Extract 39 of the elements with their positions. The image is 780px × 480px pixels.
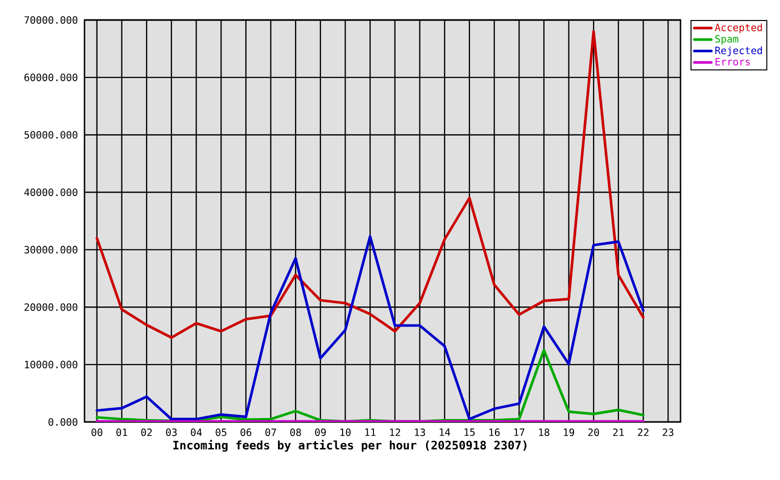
x-tick-label: 02 <box>141 428 152 436</box>
y-tick-label: 0.000 <box>48 418 78 426</box>
y-tick-label: 50000.000 <box>24 131 78 139</box>
x-tick-label: 16 <box>489 428 500 436</box>
y-tick-label: 70000.000 <box>24 16 78 24</box>
x-tick-label: 11 <box>365 428 376 436</box>
y-tick-label: 40000.000 <box>24 188 78 196</box>
legend-label: Spam <box>715 35 738 45</box>
x-tick-label: 08 <box>290 428 301 436</box>
legend-label: Rejected <box>715 46 762 56</box>
y-tick-label: 60000.000 <box>24 74 78 82</box>
x-tick-label: 05 <box>216 428 226 436</box>
x-tick-label: 01 <box>116 428 128 436</box>
x-tick-label: 12 <box>390 428 400 436</box>
x-tick-label: 17 <box>514 428 524 436</box>
x-tick-label: 14 <box>440 428 450 436</box>
legend-label: Accepted <box>714 23 762 34</box>
x-tick-label: 19 <box>564 428 574 436</box>
x-tick-label: 20 <box>588 428 599 436</box>
x-tick-label: 21 <box>613 428 624 436</box>
x-tick-label: 18 <box>539 428 550 436</box>
line-series <box>96 235 645 420</box>
x-tick-label: 13 <box>414 428 426 436</box>
x-tick-label: 22 <box>638 428 648 436</box>
x-tick-label: 23 <box>662 428 674 436</box>
x-tick-label: 03 <box>166 428 177 436</box>
x-tick-label: 09 <box>315 428 326 436</box>
x-tick-label: 10 <box>340 428 351 436</box>
x-tick-label: 07 <box>265 428 276 436</box>
line-series <box>96 30 645 339</box>
y-tick-label: 30000.000 <box>24 246 78 254</box>
y-tick-label: 10000.000 <box>25 360 78 368</box>
x-tick-label: 04 <box>190 428 202 436</box>
x-axis-title: Incoming feeds by articles per hour (20250918 2307) <box>173 440 526 452</box>
x-tick-label: 15 <box>464 428 475 436</box>
x-tick-label: 00 <box>92 428 102 436</box>
x-tick-label: 06 <box>240 428 252 436</box>
y-tick-label: 20000.000 <box>24 303 78 311</box>
legend-label: Errors <box>716 58 750 66</box>
